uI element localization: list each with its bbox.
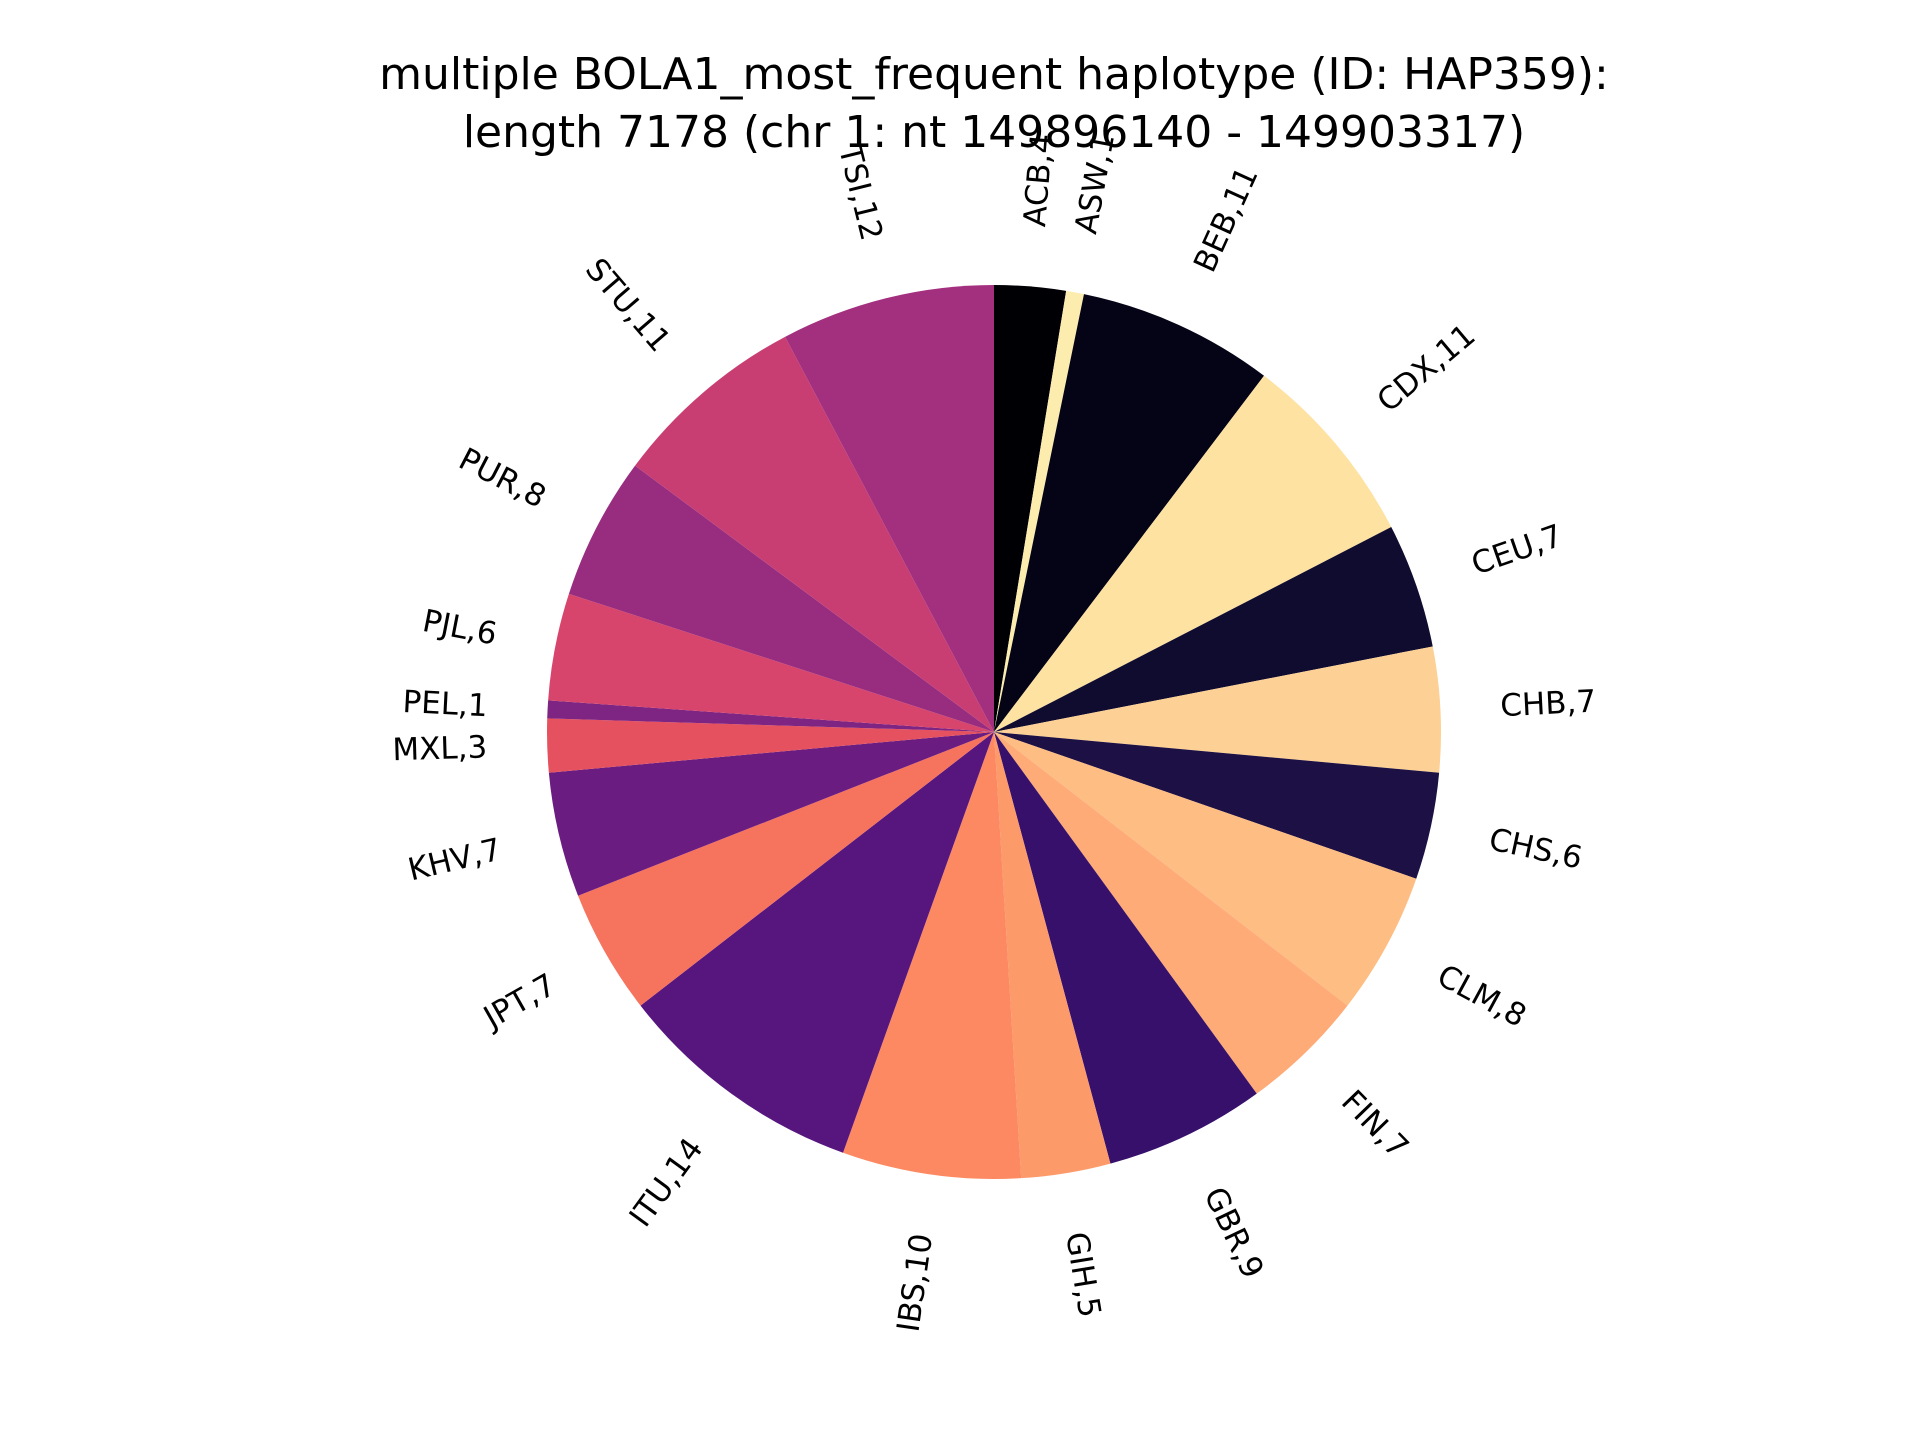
slice-label-chs: CHS,6 (1486, 821, 1586, 876)
pie-slice-itu (640, 732, 994, 1153)
pie-slice-pjl (548, 593, 994, 732)
pie-slice-asw (994, 290, 1084, 732)
slice-label-clm: CLM,8 (1431, 958, 1532, 1035)
slice-label-pur: PUR,8 (453, 441, 552, 515)
slice-label-cdx: CDX,11 (1370, 317, 1482, 419)
pie-slice-mxl (547, 718, 994, 773)
pie-slice-acb (994, 285, 1067, 732)
slice-label-gih: GIH,5 (1058, 1229, 1107, 1320)
pie-slice-beb (994, 294, 1265, 732)
pie-slice-ceu (994, 527, 1433, 732)
pie-slice-chb (994, 646, 1441, 773)
slice-label-gbr: GBR,9 (1196, 1182, 1270, 1285)
slice-label-acb: ACB,4 (1017, 132, 1060, 228)
pie-slice-ibs (843, 732, 1022, 1179)
pie-slice-gih (994, 732, 1111, 1179)
slice-label-fin: FIN,7 (1334, 1083, 1415, 1165)
slice-label-mxl: MXL,3 (392, 729, 488, 768)
slice-label-ibs: IBS,10 (891, 1231, 941, 1334)
chart-title-line-1: multiple BOLA1_most_frequent haplotype (… (379, 49, 1609, 100)
slice-label-itu: ITU,14 (623, 1132, 711, 1234)
slice-label-khv: KHV,7 (405, 832, 505, 889)
pie-slice-cdx (994, 375, 1392, 732)
slice-label-jpt: JPT,7 (476, 967, 562, 1037)
slice-label-pjl: PJL,6 (420, 603, 500, 653)
pie-slice-chs (994, 732, 1440, 879)
pie-slice-pel (547, 700, 994, 732)
chart-title-line-2: length 7178 (chr 1: nt 149896140 - 14990… (463, 107, 1525, 158)
pie-slice-pur (568, 465, 994, 732)
slice-label-pel: PEL,1 (402, 684, 489, 724)
pie-slice-khv (548, 732, 994, 896)
slice-label-chb: CHB,7 (1499, 683, 1597, 724)
pie-slices (547, 285, 1441, 1179)
slice-label-stu: STU,11 (578, 252, 677, 359)
slice-label-ceu: CEU,7 (1467, 518, 1567, 583)
slice-label-beb: BEB,11 (1187, 161, 1266, 277)
pie-slice-gbr (994, 732, 1257, 1164)
pie-slice-stu (635, 336, 994, 732)
pie-slice-clm (994, 732, 1417, 1006)
pie-slice-jpt (578, 732, 994, 1006)
pie-slice-tsi (785, 285, 994, 732)
pie-slice-fin (994, 732, 1348, 1094)
